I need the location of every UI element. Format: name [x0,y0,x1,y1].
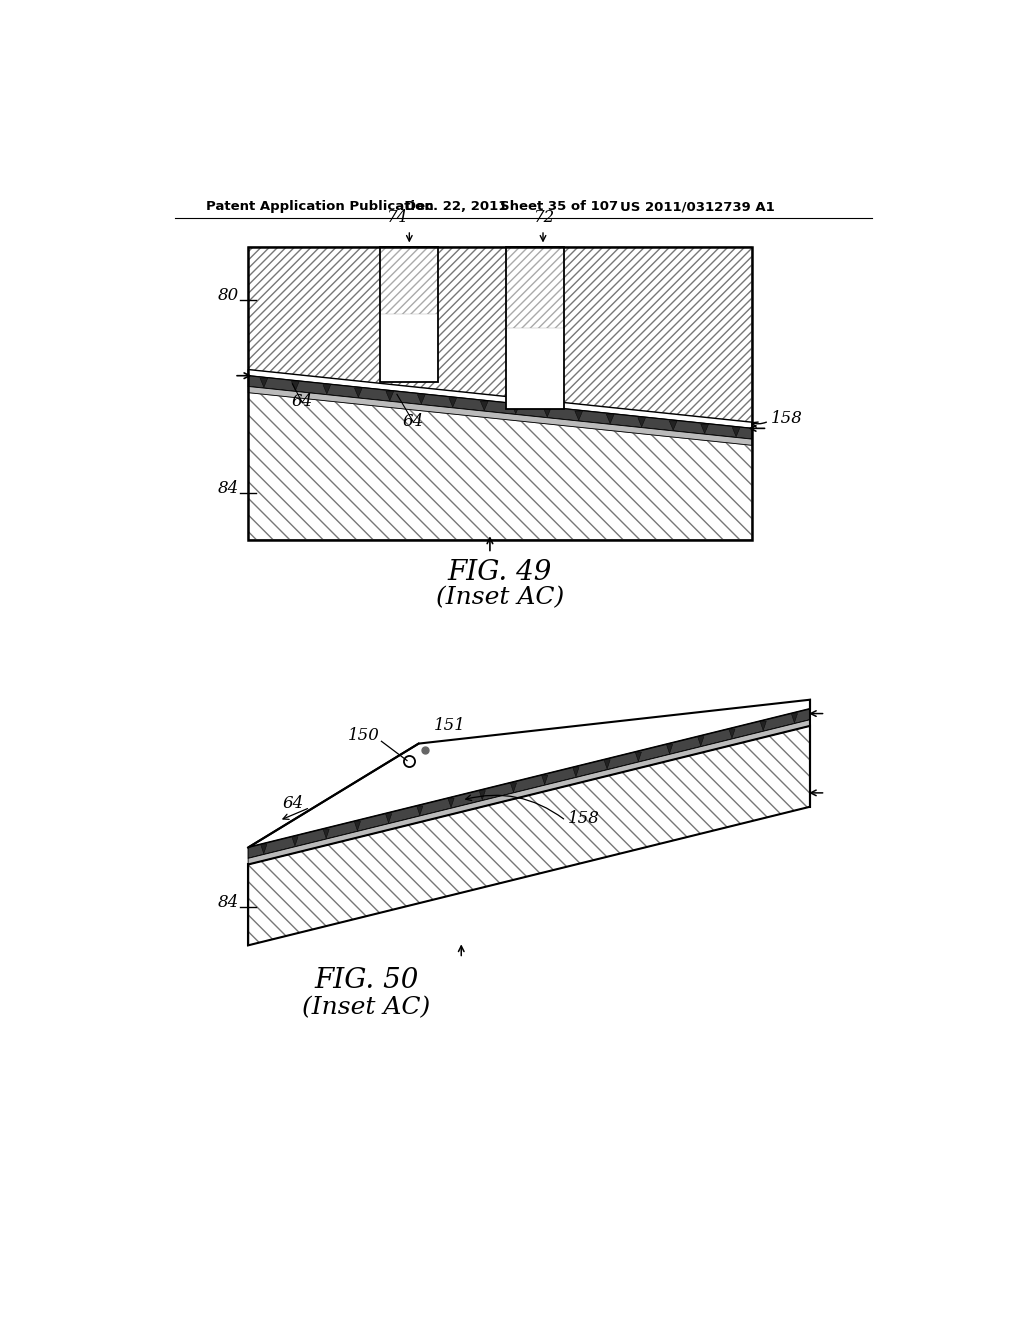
Polygon shape [417,807,423,816]
Bar [380,247,438,314]
Polygon shape [480,401,488,411]
Text: (Inset AC): (Inset AC) [436,586,564,610]
Text: Dec. 22, 2011: Dec. 22, 2011 [406,201,508,214]
Polygon shape [792,714,798,723]
Bar [380,247,438,381]
Polygon shape [479,791,485,800]
Text: 64: 64 [292,393,313,411]
Polygon shape [572,767,579,776]
Polygon shape [386,391,393,400]
Polygon shape [248,247,752,422]
Text: FIG. 49: FIG. 49 [447,558,552,586]
Text: Patent Application Publication: Patent Application Publication [206,201,433,214]
Polygon shape [292,837,298,846]
Text: Sheet 35 of 107: Sheet 35 of 107 [500,201,618,214]
Text: FIG. 50: FIG. 50 [314,966,419,994]
Bar [380,247,438,381]
Text: 150: 150 [348,727,380,743]
Polygon shape [248,726,810,945]
Polygon shape [354,821,360,830]
Polygon shape [449,397,457,407]
Bar [506,247,564,409]
Polygon shape [670,421,677,430]
Text: 84: 84 [217,894,239,911]
Text: 80: 80 [217,286,239,304]
Polygon shape [354,388,362,397]
Polygon shape [248,709,810,858]
Bar [506,247,564,327]
Text: 74: 74 [387,210,409,226]
Bar [506,247,564,409]
Polygon shape [729,729,735,738]
Polygon shape [261,845,267,854]
Polygon shape [542,775,548,784]
Polygon shape [760,721,766,730]
Text: 64: 64 [283,795,304,812]
Text: 151: 151 [434,717,466,734]
Polygon shape [700,424,709,433]
Polygon shape [323,829,330,838]
Polygon shape [510,783,516,792]
Polygon shape [606,414,614,424]
Polygon shape [574,411,583,420]
Polygon shape [248,719,810,865]
Text: 158: 158 [567,810,599,826]
Text: 64: 64 [402,413,424,429]
Polygon shape [604,760,610,770]
Text: 158: 158 [771,411,803,428]
Polygon shape [697,737,703,746]
Polygon shape [385,813,392,822]
Polygon shape [447,799,454,808]
Polygon shape [248,387,752,445]
Polygon shape [260,378,267,387]
Polygon shape [638,417,645,426]
Polygon shape [248,376,752,440]
Polygon shape [635,752,641,762]
Polygon shape [512,404,519,413]
Polygon shape [248,370,752,429]
Polygon shape [544,408,551,417]
Polygon shape [248,700,810,847]
Polygon shape [418,395,425,404]
Polygon shape [292,381,299,391]
Bar [248,247,752,540]
Text: 72: 72 [534,210,555,226]
Polygon shape [667,744,673,754]
Text: 84: 84 [217,479,239,496]
Polygon shape [732,428,740,437]
Polygon shape [248,392,752,540]
Text: (Inset AC): (Inset AC) [302,995,431,1019]
Polygon shape [323,384,331,393]
Text: US 2011/0312739 A1: US 2011/0312739 A1 [621,201,775,214]
